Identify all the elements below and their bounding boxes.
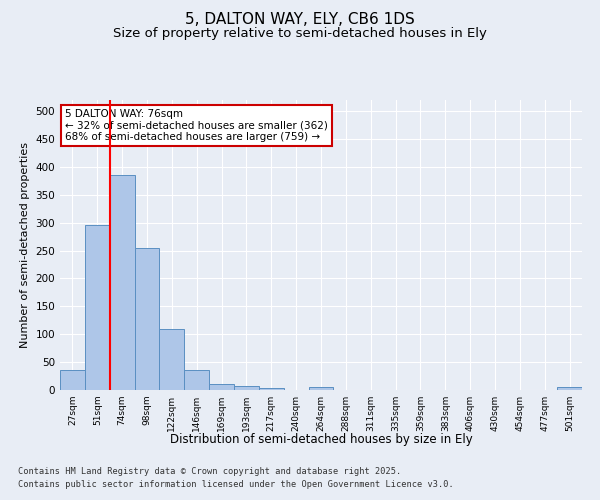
Bar bbox=[184, 370, 209, 390]
Text: 5, DALTON WAY, ELY, CB6 1DS: 5, DALTON WAY, ELY, CB6 1DS bbox=[185, 12, 415, 28]
Bar bbox=[110, 176, 134, 390]
Text: 5 DALTON WAY: 76sqm
← 32% of semi-detached houses are smaller (362)
68% of semi-: 5 DALTON WAY: 76sqm ← 32% of semi-detach… bbox=[65, 108, 328, 142]
Y-axis label: Number of semi-detached properties: Number of semi-detached properties bbox=[20, 142, 30, 348]
Text: Size of property relative to semi-detached houses in Ely: Size of property relative to semi-detach… bbox=[113, 28, 487, 40]
Text: Contains HM Land Registry data © Crown copyright and database right 2025.: Contains HM Land Registry data © Crown c… bbox=[18, 468, 401, 476]
Text: Distribution of semi-detached houses by size in Ely: Distribution of semi-detached houses by … bbox=[170, 432, 472, 446]
Bar bbox=[134, 248, 160, 390]
Bar bbox=[160, 328, 184, 390]
Bar bbox=[308, 387, 334, 390]
Bar bbox=[209, 384, 234, 390]
Bar bbox=[234, 386, 259, 390]
Bar bbox=[557, 387, 582, 390]
Bar bbox=[259, 388, 284, 390]
Text: Contains public sector information licensed under the Open Government Licence v3: Contains public sector information licen… bbox=[18, 480, 454, 489]
Bar bbox=[85, 226, 110, 390]
Bar bbox=[60, 370, 85, 390]
